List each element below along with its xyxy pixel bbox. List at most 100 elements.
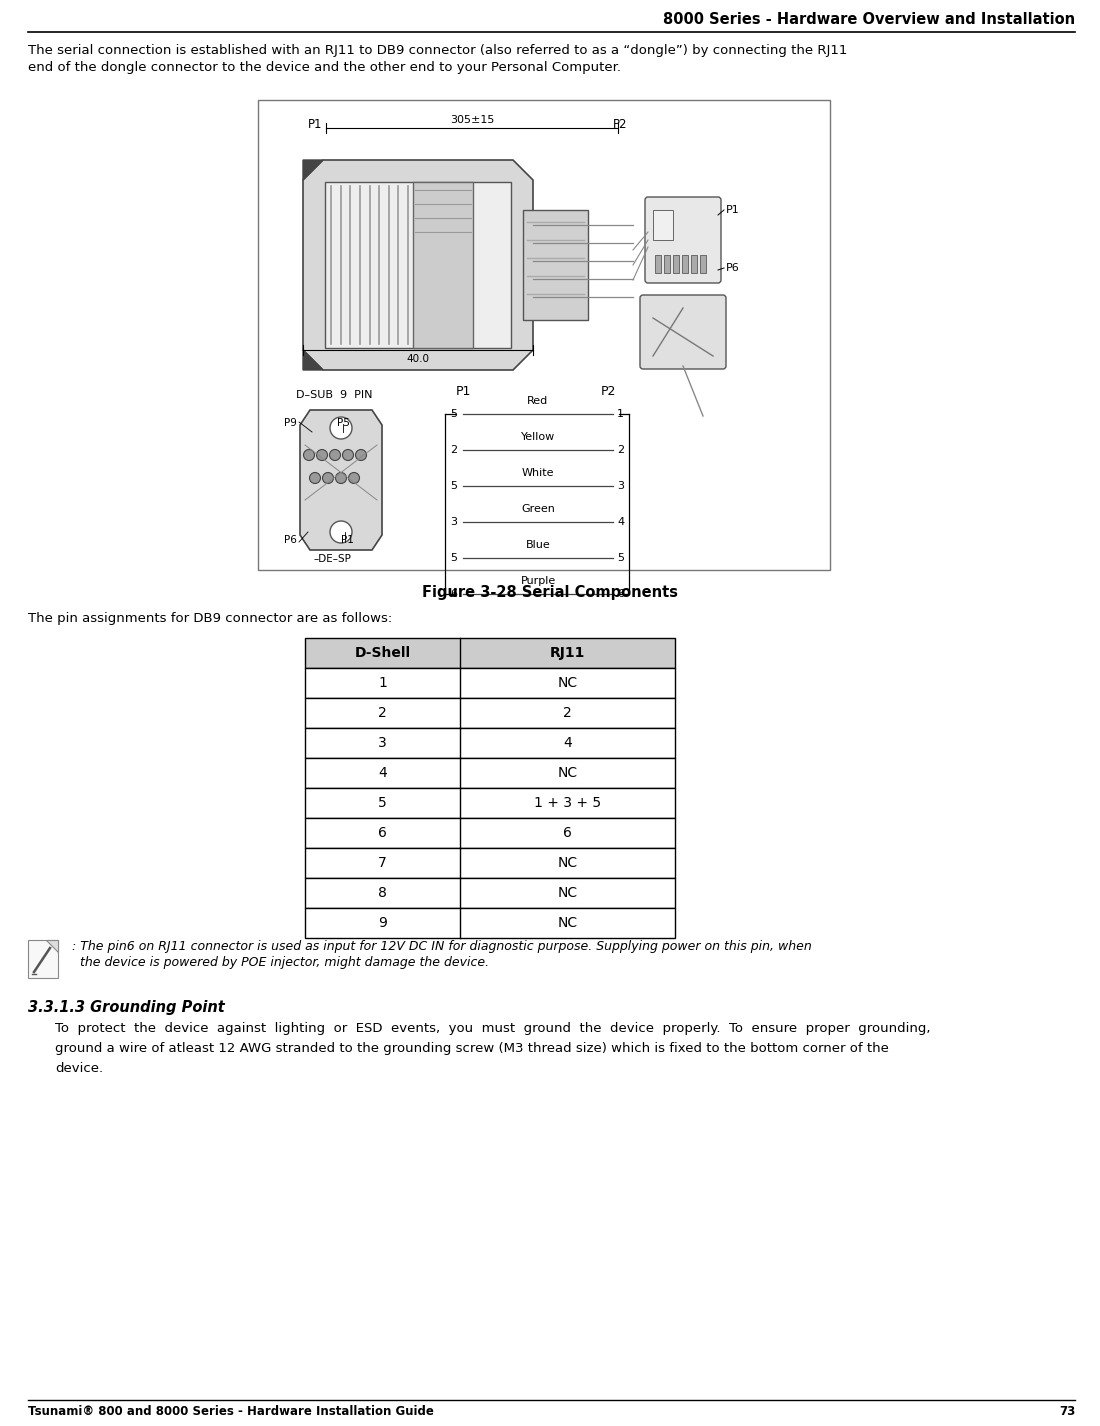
Polygon shape [300, 411, 382, 550]
Bar [682, 255, 688, 272]
Text: P2: P2 [613, 118, 627, 131]
Text: P6: P6 [284, 535, 297, 545]
Polygon shape [46, 940, 58, 953]
Text: NC: NC [558, 856, 578, 870]
Polygon shape [302, 160, 323, 180]
Text: 1: 1 [378, 676, 387, 690]
Bar [664, 255, 670, 272]
Text: NC: NC [558, 915, 578, 930]
Text: 9: 9 [378, 915, 387, 930]
Text: 4: 4 [563, 736, 572, 750]
Bar [305, 637, 675, 667]
Circle shape [330, 416, 352, 439]
Text: The pin assignments for DB9 connector are as follows:: The pin assignments for DB9 connector ar… [28, 612, 393, 625]
Text: 305±15: 305±15 [450, 116, 494, 125]
Text: 8: 8 [378, 886, 387, 900]
Text: Tsunami® 800 and 8000 Series - Hardware Installation Guide: Tsunami® 800 and 8000 Series - Hardware … [28, 1405, 433, 1417]
Text: Purple: Purple [520, 576, 556, 586]
Text: P5: P5 [337, 418, 350, 428]
Text: 5: 5 [378, 796, 387, 810]
Polygon shape [302, 349, 323, 369]
Text: Figure 3-28 Serial Components: Figure 3-28 Serial Components [422, 585, 678, 600]
Circle shape [355, 449, 366, 461]
Text: NC: NC [558, 676, 578, 690]
Text: 2: 2 [563, 706, 572, 720]
Text: 4: 4 [617, 518, 624, 528]
Text: P1: P1 [341, 535, 354, 545]
Text: 40.0: 40.0 [407, 354, 429, 364]
Bar [654, 255, 661, 272]
Circle shape [330, 449, 341, 461]
FancyBboxPatch shape [645, 197, 720, 282]
Text: RJ11: RJ11 [550, 646, 585, 660]
Bar [305, 878, 675, 908]
Text: Red: Red [527, 396, 549, 406]
Text: ground a wire of atleast 12 AWG stranded to the grounding screw (M3 thread size): ground a wire of atleast 12 AWG stranded… [55, 1042, 889, 1055]
Text: 1: 1 [617, 409, 624, 419]
Circle shape [349, 472, 360, 483]
Circle shape [342, 449, 353, 461]
Text: P1: P1 [308, 118, 322, 131]
Text: To  protect  the  device  against  lighting  or  ESD  events,  you  must  ground: To protect the device against lighting o… [55, 1022, 931, 1035]
Text: device.: device. [55, 1062, 103, 1075]
Text: Blue: Blue [526, 540, 550, 550]
Circle shape [336, 472, 346, 483]
Text: White: White [521, 468, 554, 478]
Bar [305, 819, 675, 848]
Text: 6: 6 [450, 589, 456, 599]
Text: 3: 3 [378, 736, 387, 750]
Text: P1: P1 [726, 205, 739, 215]
Circle shape [317, 449, 328, 461]
Text: 3.3.1.3 Grounding Point: 3.3.1.3 Grounding Point [28, 1000, 224, 1015]
Text: P6: P6 [726, 262, 739, 272]
Bar [700, 255, 706, 272]
Text: 4: 4 [378, 766, 387, 780]
Circle shape [309, 472, 320, 483]
Text: P1: P1 [455, 385, 471, 398]
Bar [522, 210, 588, 319]
Bar [653, 210, 673, 240]
Text: NC: NC [558, 886, 578, 900]
Text: P2: P2 [601, 385, 616, 398]
Bar [691, 255, 697, 272]
Text: NC: NC [558, 766, 578, 780]
Bar [305, 848, 675, 878]
Bar [305, 759, 675, 789]
Circle shape [322, 472, 333, 483]
Text: 5: 5 [617, 553, 624, 563]
Text: 5: 5 [450, 481, 456, 491]
Bar [258, 100, 830, 570]
Bar [673, 255, 679, 272]
Text: 6: 6 [378, 826, 387, 840]
Bar [324, 183, 512, 348]
Text: 73: 73 [1058, 1405, 1075, 1417]
Bar [305, 697, 675, 729]
Text: 6: 6 [563, 826, 572, 840]
Text: –DE–SP: –DE–SP [314, 553, 352, 565]
Text: the device is powered by POE injector, might damage the device.: the device is powered by POE injector, m… [72, 955, 490, 970]
FancyBboxPatch shape [640, 295, 726, 369]
Bar [305, 729, 675, 759]
Bar [305, 789, 675, 819]
Circle shape [304, 449, 315, 461]
Text: 2: 2 [378, 706, 387, 720]
Bar [28, 940, 58, 978]
Text: 1 + 3 + 5: 1 + 3 + 5 [534, 796, 601, 810]
Text: P9: P9 [284, 418, 297, 428]
Bar [305, 667, 675, 697]
Text: Green: Green [521, 503, 554, 513]
Text: : The pin6 on RJ11 connector is used as input for 12V DC IN for diagnostic purpo: : The pin6 on RJ11 connector is used as … [72, 940, 812, 953]
Bar [412, 183, 473, 348]
Text: D-Shell: D-Shell [354, 646, 410, 660]
Bar [305, 908, 675, 938]
Text: The serial connection is established with an RJ11 to DB9 connector (also referre: The serial connection is established wit… [28, 44, 847, 57]
Polygon shape [302, 160, 534, 369]
Text: 2: 2 [450, 445, 456, 455]
Text: 2: 2 [617, 445, 624, 455]
Text: 7: 7 [378, 856, 387, 870]
Circle shape [330, 520, 352, 543]
Text: 5: 5 [450, 553, 456, 563]
Text: 3: 3 [450, 518, 456, 528]
Text: end of the dongle connector to the device and the other end to your Personal Com: end of the dongle connector to the devic… [28, 61, 621, 74]
Text: 5: 5 [450, 409, 456, 419]
